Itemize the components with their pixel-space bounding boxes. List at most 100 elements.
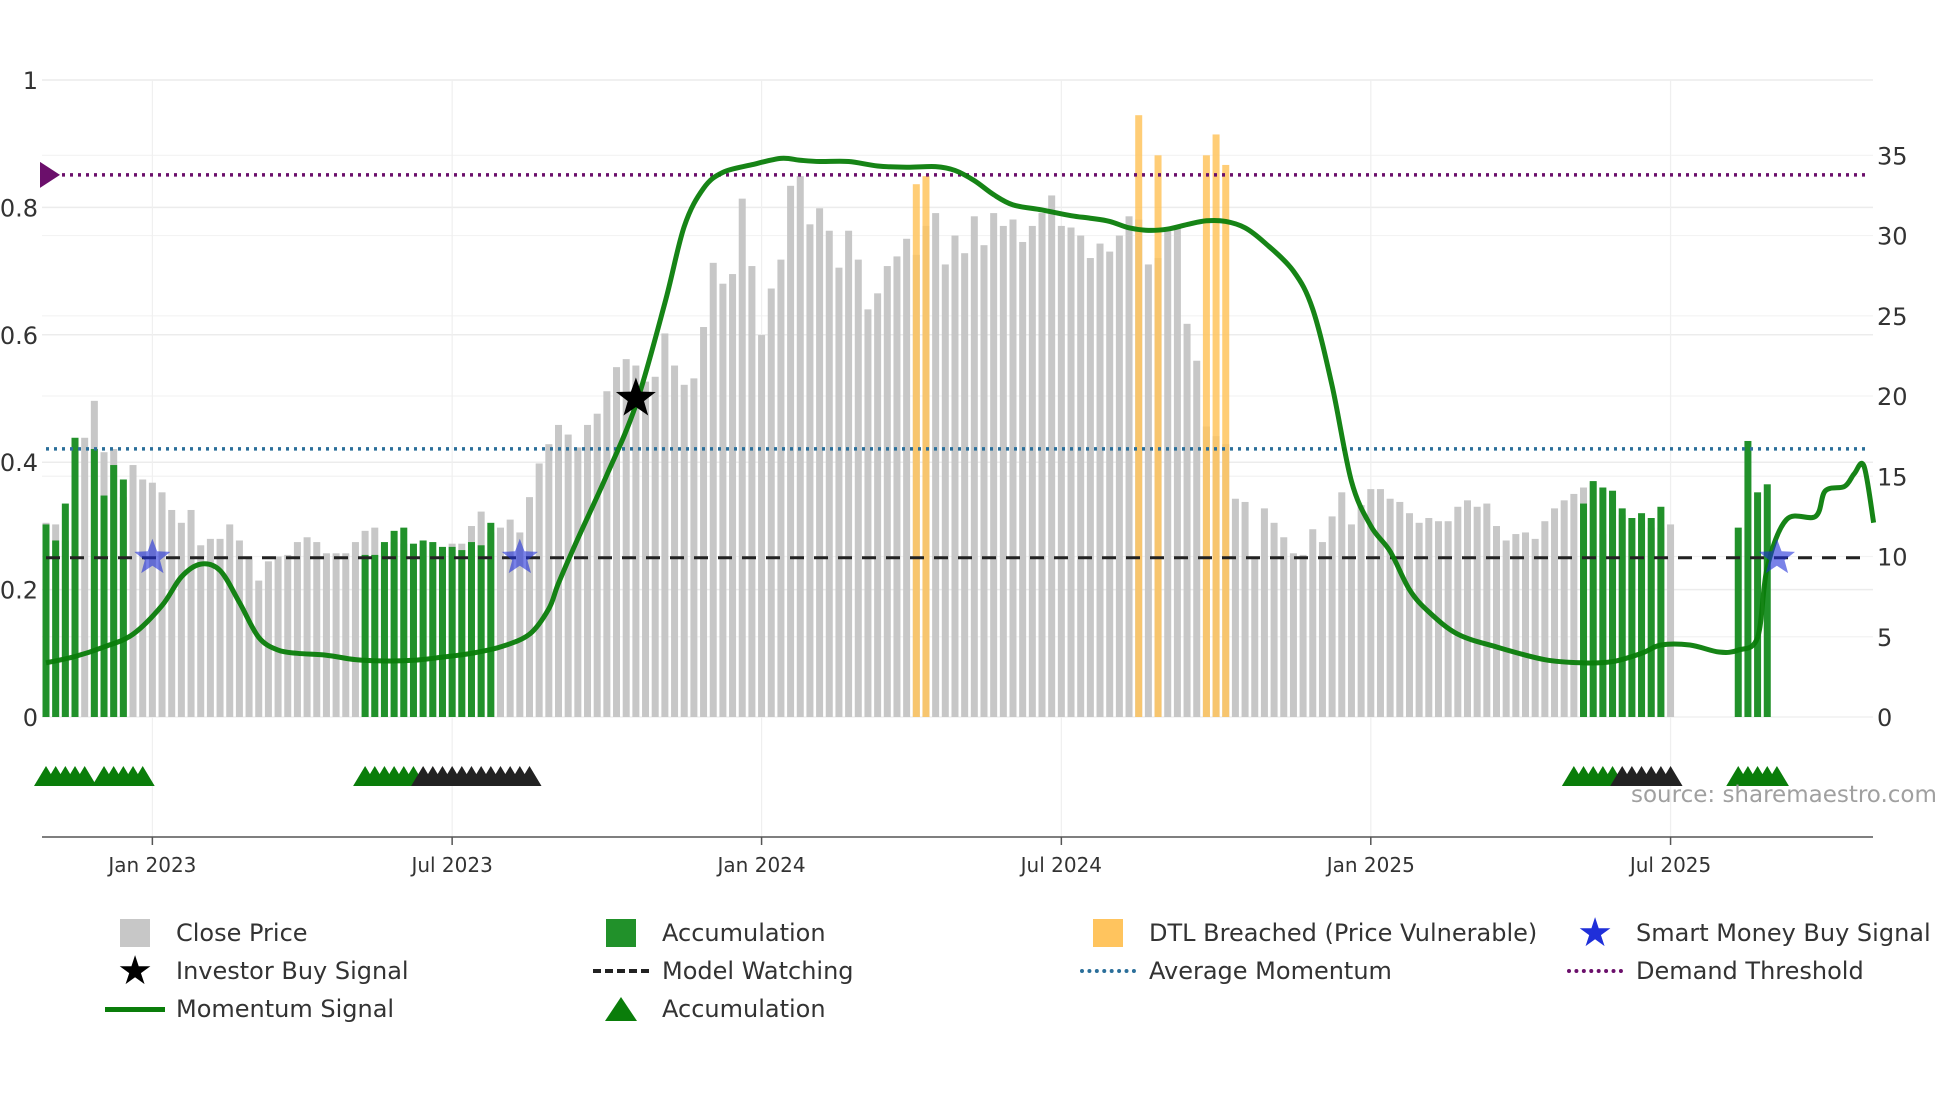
legend-label: DTL Breached (Price Vulnerable)	[1149, 919, 1538, 947]
source-credit: source: sharemaestro.com	[1631, 782, 1937, 808]
legend-swatch	[100, 991, 170, 1027]
right-axis-tick-label: 25	[1877, 303, 1908, 331]
close-price-bar	[216, 538, 224, 717]
accumulation-bars	[42, 437, 1771, 717]
legend-label: Accumulation	[662, 919, 826, 947]
legend-label: Smart Money Buy Signal	[1636, 919, 1931, 947]
momentum-signal-line	[45, 155, 1877, 666]
close-price-bar	[980, 245, 988, 717]
close-price-bar	[1367, 489, 1375, 717]
close-price-bar	[787, 185, 795, 717]
close-price-bar	[303, 537, 311, 717]
dtl-breached-bar	[1154, 155, 1162, 717]
close-price-bar	[932, 213, 940, 717]
close-price-bar	[845, 230, 853, 718]
dtl-breached-bar	[922, 176, 930, 717]
close-price-bar	[593, 413, 601, 717]
legend-item: Momentum Signal	[100, 991, 394, 1027]
accumulation-bar	[110, 465, 118, 717]
reference-lines	[40, 161, 1869, 560]
close-price-bar	[893, 256, 901, 717]
close-price-bar	[1473, 506, 1481, 717]
close-price-bar	[1541, 521, 1549, 717]
close-price-bar	[1551, 508, 1559, 717]
accumulation-bar	[52, 540, 60, 717]
close-price-bar	[1193, 360, 1201, 717]
close-price-bar	[1454, 506, 1462, 717]
star-icon: ★	[117, 948, 153, 994]
close-price-bar	[1144, 264, 1152, 717]
close-price-bar	[603, 391, 611, 717]
close-price-bar	[1357, 505, 1365, 717]
close-price-bar	[671, 365, 679, 717]
legend-item: ★ Investor Buy Signal	[100, 948, 409, 994]
left-axis-tick-label: 0	[23, 704, 38, 732]
accumulation-bar	[1618, 508, 1626, 717]
watching-marker	[517, 766, 542, 786]
accumulation-bar	[380, 542, 388, 717]
close-price-bar	[313, 542, 321, 717]
close-price-bar	[642, 381, 650, 717]
legend-label: Investor Buy Signal	[176, 957, 409, 985]
close-price-bar	[1299, 554, 1307, 717]
accumulation-bar	[1744, 440, 1752, 717]
star-icon: ★	[1577, 910, 1613, 956]
close-price-bar	[854, 259, 862, 717]
accumulation-marker	[130, 766, 155, 786]
close-price-bar	[835, 267, 843, 717]
close-price-bar	[680, 384, 688, 717]
close-price-bar	[1077, 235, 1085, 717]
close-price-bar	[1493, 526, 1500, 717]
close-price-bar	[1183, 323, 1191, 717]
swatch-box	[120, 919, 150, 947]
close-price-bar	[709, 262, 717, 717]
close-price-bar	[903, 238, 911, 717]
demand-threshold-marker	[40, 161, 60, 188]
close-price-bar	[245, 556, 253, 717]
swatch-line	[105, 1006, 165, 1012]
close-price-bar	[1512, 534, 1520, 717]
accumulation-bar	[100, 495, 108, 717]
close-price-bar	[206, 538, 214, 717]
close-price-bar	[748, 266, 756, 717]
close-price-bar	[632, 365, 640, 717]
close-price-bar	[1570, 493, 1578, 717]
close-price-bar	[1347, 524, 1355, 717]
close-price-bar	[148, 482, 156, 717]
close-price-bar	[1405, 513, 1413, 717]
close-price-bar	[351, 542, 359, 717]
close-price-bar	[883, 266, 891, 717]
accumulation-bar	[438, 546, 446, 717]
left-axis-tick-label: 1	[23, 67, 38, 95]
legend-swatch: ★	[1560, 910, 1630, 956]
close-price-bar	[941, 264, 949, 717]
accumulation-bar	[119, 479, 127, 717]
close-price-bar	[970, 216, 978, 717]
close-price-bar	[690, 378, 698, 717]
accumulation-bar	[1599, 487, 1607, 717]
dtl-breached-bar	[1202, 155, 1210, 717]
close-price-bar	[999, 225, 1007, 718]
close-price-bar	[1270, 522, 1278, 717]
close-price-bar	[738, 198, 746, 717]
close-price-bar	[1667, 524, 1675, 717]
accumulation-bar	[429, 542, 437, 717]
legend-label: Momentum Signal	[176, 995, 395, 1023]
x-axis-tick-label: Jul 2023	[409, 853, 492, 877]
close-price-bar	[293, 542, 301, 717]
legend-item: Accumulation	[586, 991, 826, 1027]
triangle-icon	[605, 997, 637, 1021]
dtl-breached-bar	[1135, 115, 1143, 718]
legend-swatch	[586, 991, 656, 1027]
legend-swatch	[586, 915, 656, 951]
swatch-dot	[1080, 969, 1136, 973]
close-price-bar	[274, 556, 282, 717]
close-price-bar	[1173, 227, 1181, 717]
x-axis-tick-label: Jan 2023	[106, 853, 196, 877]
close-price-bar	[622, 359, 630, 717]
close-price-bar	[661, 333, 669, 717]
legend-swatch	[1073, 953, 1143, 989]
accumulation-bar	[487, 522, 495, 717]
close-price-bar	[1106, 251, 1114, 717]
close-price-bar	[1115, 235, 1123, 717]
